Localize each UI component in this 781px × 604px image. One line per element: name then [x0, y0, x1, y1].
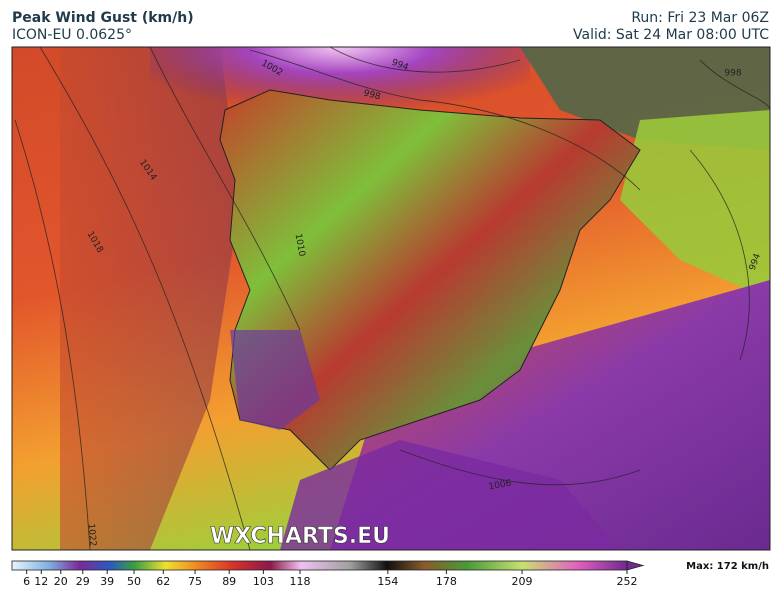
iberian-peninsula [219, 89, 641, 471]
colorbar-tick-label: 50 [127, 575, 141, 588]
run-time: Run: Fri 23 Mar 06Z [631, 10, 769, 26]
portugal-south [230, 330, 320, 430]
colorbar-tick-label: 75 [188, 575, 202, 588]
valid-time: Valid: Sat 24 Mar 08:00 UTC [573, 27, 769, 43]
isobar-label: 998 [724, 69, 741, 79]
colorbar-tick-label: 103 [253, 575, 274, 588]
isobars [14, 47, 770, 550]
map: WXCHARTS.EU 9949989981002100610101014101… [12, 47, 770, 550]
colorbar-tick-label: 209 [512, 575, 533, 588]
isobar-label: 1006 [488, 479, 513, 493]
colorbar-tick-label: 89 [222, 575, 236, 588]
colorbar-tick-label: 118 [289, 575, 310, 588]
map-title: Peak Wind Gust (km/h) [12, 10, 194, 26]
colorbar-arrow [626, 560, 645, 571]
isobar-label: 1022 [86, 523, 98, 547]
colorbar-tick-label: 29 [76, 575, 90, 588]
max-label: Max: 172 km/h [686, 561, 769, 572]
colorbar [11, 560, 628, 571]
colorbar-tick-label: 178 [436, 575, 457, 588]
isobar-label: 1010 [293, 233, 307, 258]
map-frame [11, 46, 771, 551]
watermark: WXCHARTS.EU [210, 524, 390, 549]
gulf-of-lion [620, 110, 770, 300]
colorbar-tick-label: 12 [34, 575, 48, 588]
atlantic-band [60, 47, 240, 550]
colorbar-tick-label: 20 [54, 575, 68, 588]
colorbar-tick-label: 62 [156, 575, 170, 588]
model-name: ICON-EU 0.0625° [12, 27, 132, 43]
colorbar-tick-label: 39 [100, 575, 114, 588]
colorbar-tick-label: 252 [617, 575, 638, 588]
colorbar-tick-label: 154 [377, 575, 398, 588]
isobar-label: 998 [362, 88, 381, 102]
north-africa [280, 440, 620, 550]
colorbar-tick-label: 6 [23, 575, 30, 588]
